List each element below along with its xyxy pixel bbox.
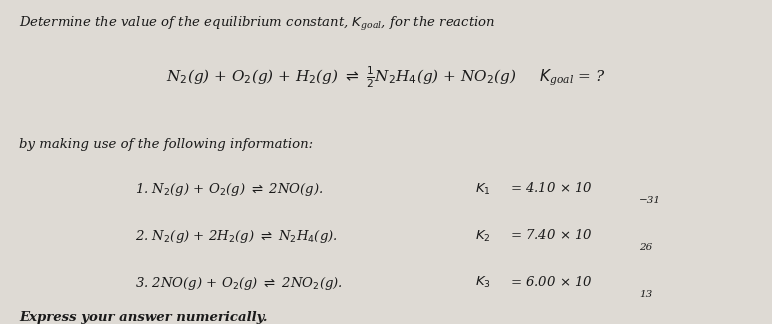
Text: −31: −31 <box>639 196 661 205</box>
Text: 1. N$_2$(g) + O$_2$(g) $\rightleftharpoons$ 2NO(g).: 1. N$_2$(g) + O$_2$(g) $\rightleftharpoo… <box>135 181 323 198</box>
Text: Determine the value of the equilibrium constant, $K_\mathregular{goal}$, for the: Determine the value of the equilibrium c… <box>19 15 496 33</box>
Text: Express your answer numerically.: Express your answer numerically. <box>19 311 268 324</box>
Text: = 6.00 $\times$ 10: = 6.00 $\times$ 10 <box>510 275 592 289</box>
Text: $K_3$: $K_3$ <box>475 275 490 291</box>
Text: $K_1$: $K_1$ <box>475 181 490 197</box>
Text: 13: 13 <box>639 290 652 299</box>
Text: by making use of the following information:: by making use of the following informati… <box>19 138 313 151</box>
Text: = 7.40 $\times$ 10: = 7.40 $\times$ 10 <box>510 228 592 242</box>
Text: N$_2$(g) + O$_2$(g) + H$_2$(g) $\rightleftharpoons$ $\frac{1}{2}$N$_2$H$_4$(g) +: N$_2$(g) + O$_2$(g) + H$_2$(g) $\rightle… <box>166 65 606 90</box>
Text: 2. N$_2$(g) + 2H$_2$(g) $\rightleftharpoons$ N$_2$H$_4$(g).: 2. N$_2$(g) + 2H$_2$(g) $\rightleftharpo… <box>135 228 338 245</box>
Text: 26: 26 <box>639 243 652 252</box>
Text: $K_2$: $K_2$ <box>475 228 490 244</box>
Text: = 4.10 $\times$ 10: = 4.10 $\times$ 10 <box>510 181 592 195</box>
Text: 3. 2NO(g) + O$_2$(g) $\rightleftharpoons$ 2NO$_2$(g).: 3. 2NO(g) + O$_2$(g) $\rightleftharpoons… <box>135 275 343 292</box>
